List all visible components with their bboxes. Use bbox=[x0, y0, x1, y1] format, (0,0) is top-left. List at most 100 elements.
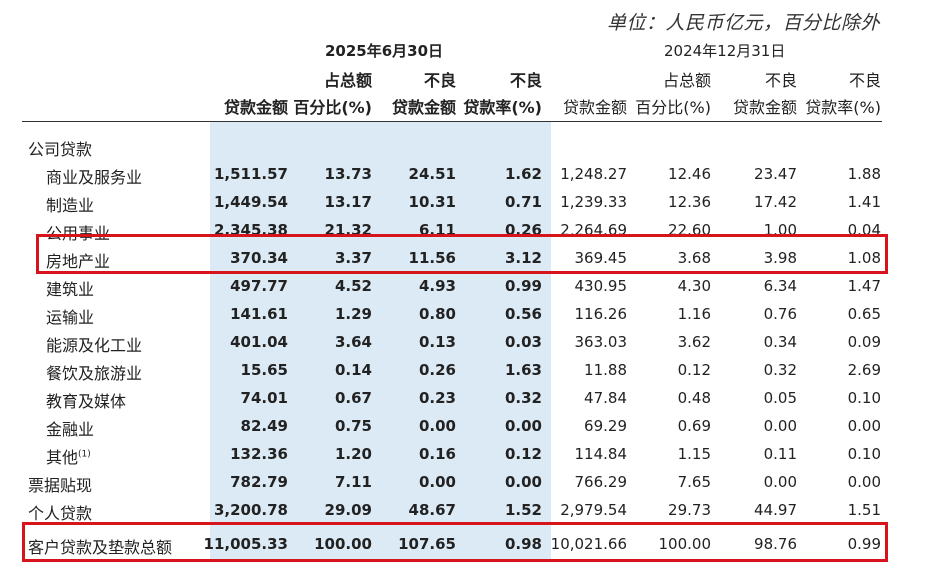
row-label: 其他(1) bbox=[46, 448, 91, 467]
table-row: 金融业 82.49 0.75 0.00 0.00 69.29 0.69 0.00 0.00 bbox=[0, 412, 940, 440]
row-label: 公用事业 bbox=[46, 224, 111, 243]
table-cell: 100.00 bbox=[314, 535, 372, 553]
table-cell: 10,021.66 bbox=[550, 535, 627, 553]
footnote-mark: (1) bbox=[78, 449, 91, 460]
table-cell: 4.93 bbox=[418, 277, 456, 295]
table-cell: 0.71 bbox=[504, 193, 542, 211]
table-cell: 12.46 bbox=[668, 165, 711, 183]
table-cell: 4.52 bbox=[334, 277, 372, 295]
table-cell: 401.04 bbox=[230, 333, 288, 351]
table-row: 制造业 1,449.54 13.17 10.31 0.71 1,239.33 12.36 17… bbox=[0, 188, 940, 216]
table-cell: 1.08 bbox=[847, 249, 881, 267]
table-row: 公司贷款 bbox=[0, 132, 940, 160]
table-cell: 1.16 bbox=[677, 305, 711, 323]
table-cell: 3.98 bbox=[763, 249, 797, 267]
table-cell: 13.73 bbox=[324, 165, 372, 183]
table-row-total: 客户贷款及垫款总额 11,005.33 100.00 107.65 0.98 10,021… bbox=[0, 530, 940, 558]
table-cell: 1,248.27 bbox=[560, 165, 627, 183]
table-cell: 0.00 bbox=[418, 417, 456, 435]
header-prev-c4-line2: 贷款率(%) bbox=[805, 98, 881, 117]
table-cell: 370.34 bbox=[230, 249, 288, 267]
table-cell: 1.62 bbox=[504, 165, 542, 183]
header-cur-c2-line1: 占总额 bbox=[323, 71, 372, 90]
table-cell: 3.37 bbox=[334, 249, 372, 267]
table-cell: 114.84 bbox=[574, 445, 628, 463]
period-current: 2025年6月30日 bbox=[325, 42, 444, 60]
table-cell: 0.12 bbox=[504, 445, 542, 463]
table-cell: 0.32 bbox=[504, 389, 542, 407]
header-cur-c3-line2: 贷款金额 bbox=[391, 98, 456, 117]
table-cell: 74.01 bbox=[240, 389, 288, 407]
table-cell: 0.00 bbox=[418, 473, 456, 491]
row-label: 建筑业 bbox=[46, 280, 95, 299]
table-cell: 0.13 bbox=[418, 333, 456, 351]
table-cell: 0.32 bbox=[763, 361, 797, 379]
header-prev-c2-line1: 占总额 bbox=[662, 71, 711, 90]
header-cur-c4-line2: 贷款率(%) bbox=[463, 98, 542, 117]
table-cell: 1,511.57 bbox=[213, 165, 288, 183]
highlight-box-real-estate bbox=[36, 234, 888, 274]
header-prev-c1-line2: 贷款金额 bbox=[562, 98, 627, 117]
table-cell: 44.97 bbox=[754, 501, 797, 519]
table-cell: 0.99 bbox=[504, 277, 542, 295]
table-cell: 11.88 bbox=[584, 361, 627, 379]
table-cell: 0.23 bbox=[418, 389, 456, 407]
table-cell: 1,449.54 bbox=[213, 193, 288, 211]
row-label: 个人贷款 bbox=[28, 504, 93, 523]
table-cell: 2.69 bbox=[847, 361, 881, 379]
table-cell: 0.00 bbox=[847, 417, 881, 435]
table-cell: 10.31 bbox=[408, 193, 456, 211]
header-prev-c2-line2: 百分比(%) bbox=[635, 98, 711, 117]
row-label: 金融业 bbox=[46, 420, 95, 439]
table-cell: 766.29 bbox=[574, 473, 628, 491]
table-row: 餐饮及旅游业 15.65 0.14 0.26 1.63 11.88 0.12 0.32 2.69 bbox=[0, 356, 940, 384]
table-cell: 1.88 bbox=[847, 165, 881, 183]
table-cell: 7.11 bbox=[334, 473, 372, 491]
highlight-box-total bbox=[22, 522, 888, 562]
table-cell: 363.03 bbox=[574, 333, 628, 351]
table-cell: 29.73 bbox=[668, 501, 711, 519]
table-cell: 0.00 bbox=[763, 417, 797, 435]
period-previous: 2024年12月31日 bbox=[664, 42, 786, 60]
table-cell: 1.20 bbox=[334, 445, 372, 463]
unit-note: 单位：人民币亿元，百分比除外 bbox=[606, 12, 880, 34]
table-cell: 0.26 bbox=[418, 361, 456, 379]
table-cell: 0.56 bbox=[504, 305, 542, 323]
table-cell: 0.98 bbox=[504, 535, 542, 553]
table-cell: 1.63 bbox=[504, 361, 542, 379]
table-cell: 1.29 bbox=[334, 305, 372, 323]
table-row: 教育及媒体 74.01 0.67 0.23 0.32 47.84 0.48 0.05 0.10 bbox=[0, 384, 940, 412]
table-row: 商业及服务业 1,511.57 13.73 24.51 1.62 1,248.27 12.4… bbox=[0, 160, 940, 188]
table-cell: 48.67 bbox=[408, 501, 456, 519]
table-cell: 1.51 bbox=[847, 501, 881, 519]
row-label: 客户贷款及垫款总额 bbox=[28, 538, 173, 557]
table-cell: 0.03 bbox=[504, 333, 542, 351]
table-cell: 141.61 bbox=[230, 305, 288, 323]
table-cell: 6.34 bbox=[763, 277, 797, 295]
header-cur-c4-line1: 不良 bbox=[509, 71, 542, 90]
table-cell: 11,005.33 bbox=[203, 535, 288, 553]
table-cell: 98.76 bbox=[754, 535, 797, 553]
table-cell: 3.64 bbox=[334, 333, 372, 351]
row-label: 能源及化工业 bbox=[46, 336, 143, 355]
table-cell: 0.67 bbox=[334, 389, 372, 407]
row-label: 教育及媒体 bbox=[46, 392, 127, 411]
table-cell: 369.45 bbox=[574, 249, 628, 267]
header-cur-c3-line1: 不良 bbox=[423, 71, 456, 90]
header-rule bbox=[22, 121, 882, 122]
table-cell: 782.79 bbox=[230, 473, 288, 491]
table-cell: 0.14 bbox=[334, 361, 372, 379]
table-cell: 3.68 bbox=[677, 249, 711, 267]
table-cell: 23.47 bbox=[754, 165, 797, 183]
table-cell: 7.65 bbox=[677, 473, 711, 491]
table-cell: 0.75 bbox=[334, 417, 372, 435]
header-cur-c2-line2: 百分比(%) bbox=[293, 98, 372, 117]
row-label: 商业及服务业 bbox=[46, 168, 143, 187]
table-cell: 0.00 bbox=[763, 473, 797, 491]
row-label: 制造业 bbox=[46, 196, 95, 215]
table-cell: 132.36 bbox=[230, 445, 288, 463]
table-cell: 116.26 bbox=[574, 305, 628, 323]
row-label: 房地产业 bbox=[46, 252, 111, 271]
table-cell: 1.41 bbox=[847, 193, 881, 211]
header-prev-c4-line1: 不良 bbox=[848, 71, 881, 90]
